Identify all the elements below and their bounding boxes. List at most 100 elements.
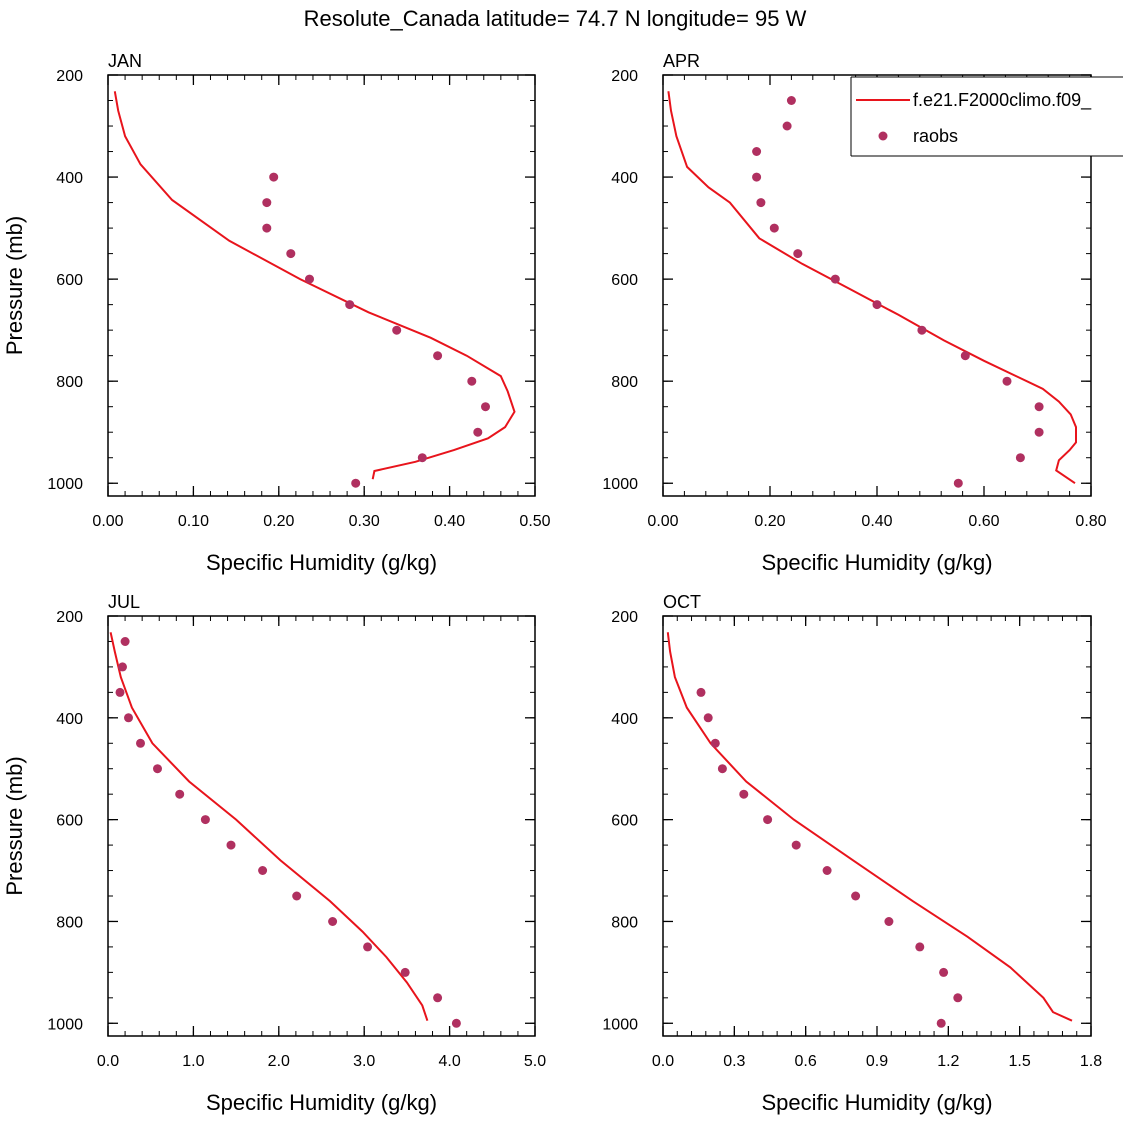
panel-jul: JUL 0.0 1.0 2.0 3.0 4.0 5.0 200 400 600 800 1000 Spe… <box>2 592 546 1115</box>
raobs-point <box>936 1018 946 1028</box>
y-tick-label: 400 <box>611 170 638 187</box>
y-tick-label: 200 <box>56 609 83 626</box>
x-tick-label: 2.0 <box>268 1053 290 1070</box>
raobs-point <box>953 993 963 1003</box>
raobs-point <box>884 917 894 926</box>
model-profile-line <box>666 632 1073 1022</box>
figure-title: Resolute_Canada latitude= 74.7 N longitu… <box>304 6 807 31</box>
raobs-point <box>851 891 861 901</box>
y-tick-label: 600 <box>56 272 83 289</box>
raobs-point <box>115 687 125 697</box>
raobs-point <box>392 325 402 335</box>
raobs-point <box>739 789 749 799</box>
panels: JAN 0.00 0.10 0.20 0.30 0.40 0.50 200 400 600 800 1… <box>2 51 1107 1115</box>
x-tick-label: 0.0 <box>652 1053 674 1070</box>
y-tick-label: 200 <box>611 609 638 626</box>
x-axis-label: Specific Humidity (g/kg) <box>761 1090 992 1115</box>
x-axis-label: Specific Humidity (g/kg) <box>761 550 992 575</box>
raobs-point <box>769 223 779 233</box>
raobs-point <box>1015 453 1025 463</box>
legend-background <box>851 77 1123 156</box>
y-tick-label: 800 <box>611 914 638 931</box>
x-tick-label: 0.20 <box>754 513 785 530</box>
raobs-point <box>710 738 720 748</box>
raobs-point <box>451 1018 461 1028</box>
raobs-point <box>782 121 792 131</box>
raobs-point <box>756 198 766 208</box>
raobs-point <box>345 300 355 310</box>
legend-model-label: f.e21.F2000climo.f09_ <box>913 90 1092 111</box>
raobs-point <box>363 942 373 952</box>
panel-title: JAN <box>108 51 142 71</box>
y-tick-label: 1000 <box>602 476 638 493</box>
x-tick-label: 5.0 <box>524 1053 546 1070</box>
raobs-point <box>763 815 773 825</box>
raobs-point <box>822 866 832 875</box>
y-tick-label: 1000 <box>47 1016 83 1033</box>
raobs-point <box>258 866 268 875</box>
x-tick-label: 0.00 <box>92 513 123 530</box>
y-tick-label: 200 <box>611 68 638 85</box>
raobs-point <box>400 967 410 977</box>
raobs-point <box>305 274 314 284</box>
raobs-point <box>793 249 803 259</box>
raobs-point <box>286 249 296 259</box>
panel-oct: OCT 0.0 0.3 0.6 0.9 1.2 1.5 1.8 200 400 600 800 1000… <box>602 592 1102 1115</box>
panel-title: OCT <box>663 592 701 612</box>
x-tick-label: 4.0 <box>438 1053 460 1070</box>
y-tick-label: 1000 <box>47 476 83 493</box>
plot-frame <box>107 74 536 497</box>
raobs-point <box>292 891 302 901</box>
x-tick-label: 0.80 <box>1075 513 1106 530</box>
raobs-point <box>917 325 927 335</box>
raobs-point <box>752 147 762 156</box>
x-tick-label: 0.20 <box>263 513 294 530</box>
y-axis-label: Pressure (mb) <box>2 756 27 895</box>
x-axis-label: Specific Humidity (g/kg) <box>206 550 437 575</box>
plot-frame <box>107 615 536 1037</box>
raobs-point <box>226 840 236 850</box>
x-tick-label: 0.40 <box>861 513 892 530</box>
model-profile-line <box>109 632 429 1022</box>
y-tick-label: 600 <box>56 813 83 830</box>
x-tick-label: 3.0 <box>353 1053 375 1070</box>
x-tick-label: 0.0 <box>97 1053 119 1070</box>
x-tick-label: 1.0 <box>182 1053 204 1070</box>
x-tick-label: 0.30 <box>349 513 380 530</box>
model-profile-line <box>113 91 516 480</box>
raobs-point <box>717 764 727 774</box>
x-tick-label: 0.10 <box>178 513 209 530</box>
panel-jan: JAN 0.00 0.10 0.20 0.30 0.40 0.50 200 400 600 800 1… <box>2 51 551 575</box>
raobs-point <box>120 637 130 646</box>
x-tick-label: 0.50 <box>519 513 550 530</box>
raobs-point <box>791 840 801 850</box>
raobs-point <box>830 274 840 284</box>
raobs-point <box>1034 402 1044 412</box>
raobs-point <box>752 172 762 182</box>
raobs-point <box>433 993 443 1003</box>
x-tick-label: 1.2 <box>937 1053 959 1070</box>
raobs-point <box>118 662 127 672</box>
legend-obs-swatch <box>878 131 888 141</box>
raobs-point <box>433 351 443 361</box>
legend: f.e21.F2000climo.f09_raobs <box>850 76 1123 157</box>
panel-title: JUL <box>108 592 140 612</box>
plot-frame <box>662 615 1092 1037</box>
y-tick-label: 800 <box>56 374 83 391</box>
raobs-point <box>328 917 338 926</box>
y-tick-label: 800 <box>611 374 638 391</box>
y-tick-label: 200 <box>56 68 83 85</box>
y-tick-label: 400 <box>56 170 83 187</box>
raobs-point <box>473 427 483 437</box>
raobs-point <box>939 967 949 977</box>
x-tick-label: 0.60 <box>968 513 999 530</box>
raobs-point <box>124 713 133 723</box>
y-tick-label: 600 <box>611 272 638 289</box>
x-tick-label: 0.3 <box>723 1053 745 1070</box>
x-tick-label: 0.00 <box>647 513 678 530</box>
raobs-point <box>351 478 361 488</box>
x-tick-label: 0.6 <box>795 1053 817 1070</box>
raobs-point <box>915 942 925 952</box>
raobs-point <box>872 300 882 310</box>
raobs-point <box>262 198 272 208</box>
